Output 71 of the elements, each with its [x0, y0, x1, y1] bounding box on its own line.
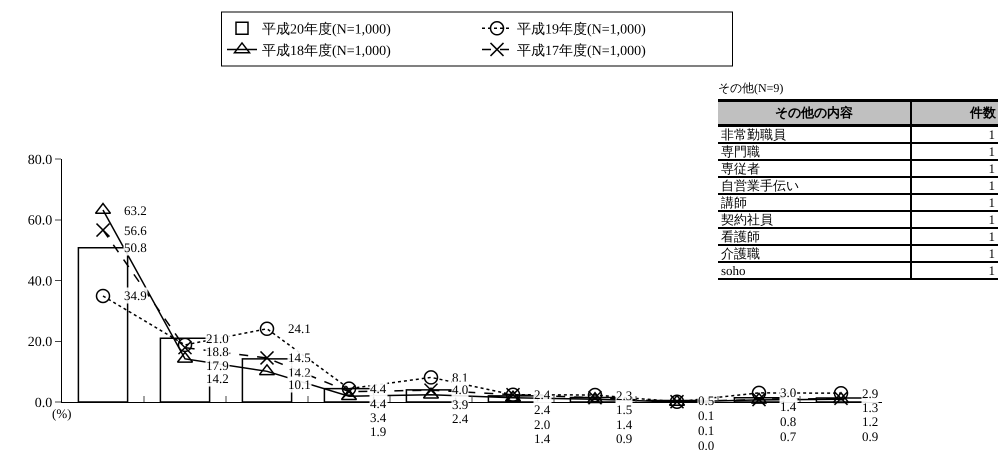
data-label: 56.6 — [124, 223, 148, 238]
data-label: 1.2 — [862, 414, 878, 429]
data-label: 2.4 — [534, 402, 551, 417]
data-label: 1 — [911, 262, 998, 279]
data-label: 10.1 — [288, 377, 311, 392]
data-label: 3.9 — [452, 397, 468, 412]
data-label: 17.9 — [206, 358, 229, 373]
data-label: 2.0 — [534, 417, 550, 432]
data-label: 1 — [911, 143, 998, 160]
data-label: 0.8 — [780, 414, 796, 429]
data-label: 0.0 — [698, 438, 714, 450]
data-label: 0.5 — [698, 393, 714, 408]
category-label: 介護職 — [718, 245, 911, 262]
data-label: 3.0 — [780, 385, 796, 400]
category-label: 講師 — [718, 194, 911, 211]
data-label: 1 — [911, 228, 998, 245]
data-label: 8.1 — [452, 370, 468, 385]
data-label: 63.2 — [124, 203, 147, 218]
data-label: 1.4 — [780, 399, 797, 414]
data-label: 1.4 — [534, 431, 551, 446]
text: (%) — [52, 406, 72, 421]
data-label: 1 — [911, 211, 998, 228]
data-label: 4.4 — [370, 396, 387, 411]
data-label: 14.5 — [288, 350, 311, 365]
data-label: 1 — [911, 194, 998, 211]
data-label: 1 — [911, 177, 998, 194]
data-label: 0.1 — [698, 408, 714, 423]
data-label: 4.0 — [452, 382, 468, 397]
data-label: 24.1 — [288, 321, 311, 336]
data-label: 2.9 — [862, 386, 878, 401]
category-label: soho — [718, 262, 911, 279]
y-tick-label: 40.0 — [28, 274, 52, 290]
data-label: 1 — [911, 126, 998, 143]
data-label: 0.1 — [698, 423, 714, 438]
legend-label: 平成18年度(N=1,000) — [262, 42, 392, 59]
data-label: 34.9 — [124, 288, 147, 303]
y-tick-label: 60.0 — [28, 214, 52, 229]
legend-label: 平成17年度(N=1,000) — [517, 42, 646, 59]
text: その他の内容 — [718, 100, 911, 126]
y-tick-label: 0.0 — [34, 396, 52, 411]
category-label: 専門職 — [718, 143, 911, 160]
legend-label: 平成20年度(N=1,000) — [262, 22, 392, 38]
data-label: 2.4 — [534, 387, 551, 402]
data-label: 1 — [911, 160, 998, 177]
data-label: 2.4 — [452, 411, 469, 426]
y-tick-label: 20.0 — [28, 335, 52, 350]
data-label: 1.9 — [370, 424, 386, 439]
data-label: 14.2 — [206, 371, 229, 386]
category-label: 専従者 — [718, 160, 911, 177]
data-label: 18.8 — [206, 344, 229, 359]
data-label: 0.9 — [616, 431, 632, 446]
data-label: 3.4 — [370, 410, 387, 425]
data-label: 50.8 — [124, 240, 147, 255]
text: 件数 — [911, 100, 998, 126]
data-label: 2.3 — [616, 388, 632, 403]
legend-label: 平成19年度(N=1,000) — [517, 22, 646, 38]
data-label: 1.5 — [616, 402, 632, 417]
category-label: 契約社員 — [718, 211, 911, 228]
data-label: 14.2 — [288, 365, 311, 380]
data-label: 0.7 — [780, 429, 797, 444]
data-label: 1.3 — [862, 400, 878, 415]
data-label: 1.4 — [616, 417, 633, 432]
data-label: 1 — [911, 245, 998, 262]
category-label: 自営業手伝い — [718, 177, 911, 194]
data-label: 21.0 — [206, 331, 229, 346]
category-label: 非常勤職員 — [718, 126, 911, 143]
category-label: 看護師 — [718, 228, 911, 245]
y-tick-label: 80.0 — [28, 152, 52, 168]
text: その他(N=9) — [718, 80, 784, 97]
data-label: 0.9 — [862, 429, 878, 444]
data-label: 4.4 — [370, 381, 387, 396]
